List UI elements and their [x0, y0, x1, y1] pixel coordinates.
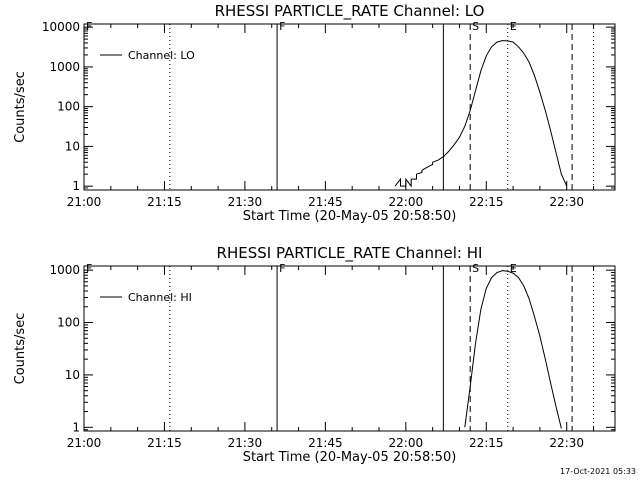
y-tick-label: 1 [72, 179, 80, 193]
y-axis-label: Counts/sec [13, 71, 28, 143]
x-tick-label: 22:30 [549, 436, 584, 450]
annotation-label: S [472, 20, 479, 33]
y-tick-label: 10 [65, 368, 80, 382]
x-axis-label: Start Time (20-May-05 20:58:50) [243, 450, 457, 465]
lo-channel-panel: FFSE11010010001000021:0021:1521:3021:452… [13, 2, 616, 224]
annotation-label: F [86, 262, 92, 275]
series-line [464, 270, 562, 429]
annotation-label: S [472, 262, 479, 275]
chart-title: RHESSI PARTICLE_RATE Channel: LO [215, 2, 485, 21]
x-tick-label: 21:15 [147, 195, 182, 209]
y-tick-label: 1000 [49, 263, 80, 277]
y-tick-label: 10000 [42, 20, 80, 34]
x-tick-label: 21:45 [308, 195, 343, 209]
x-tick-label: 22:30 [549, 195, 584, 209]
x-tick-label: 21:30 [228, 195, 263, 209]
legend-entry: Channel: LO [128, 49, 195, 62]
legend-entry: Channel: HI [128, 291, 192, 304]
x-tick-label: 21:00 [67, 436, 102, 450]
y-tick-label: 100 [57, 316, 80, 330]
x-axis-label: Start Time (20-May-05 20:58:50) [243, 209, 457, 224]
y-tick-label: 100 [57, 100, 80, 114]
x-tick-label: 21:00 [67, 195, 102, 209]
hi-channel-panel: FFSE110100100021:0021:1521:3021:4522:002… [13, 244, 616, 465]
x-tick-label: 22:00 [389, 195, 424, 209]
annotation-label: F [86, 20, 92, 33]
plot-frame [83, 265, 616, 432]
series-line [394, 40, 568, 188]
annotation-label: F [279, 20, 285, 33]
chart-title: RHESSI PARTICLE_RATE Channel: HI [217, 244, 483, 263]
x-tick-label: 21:15 [147, 436, 182, 450]
y-tick-label: 1000 [49, 60, 80, 74]
x-tick-label: 21:30 [228, 436, 263, 450]
x-tick-label: 22:15 [469, 436, 504, 450]
x-tick-label: 22:00 [389, 436, 424, 450]
y-axis-label: Counts/sec [13, 313, 28, 385]
y-tick-label: 1 [72, 420, 80, 434]
x-tick-label: 22:15 [469, 195, 504, 209]
annotation-label: F [279, 262, 285, 275]
x-tick-label: 21:45 [308, 436, 343, 450]
y-tick-label: 10 [65, 139, 80, 153]
footer-timestamp: 17-Oct-2021 05:33 [560, 467, 636, 476]
